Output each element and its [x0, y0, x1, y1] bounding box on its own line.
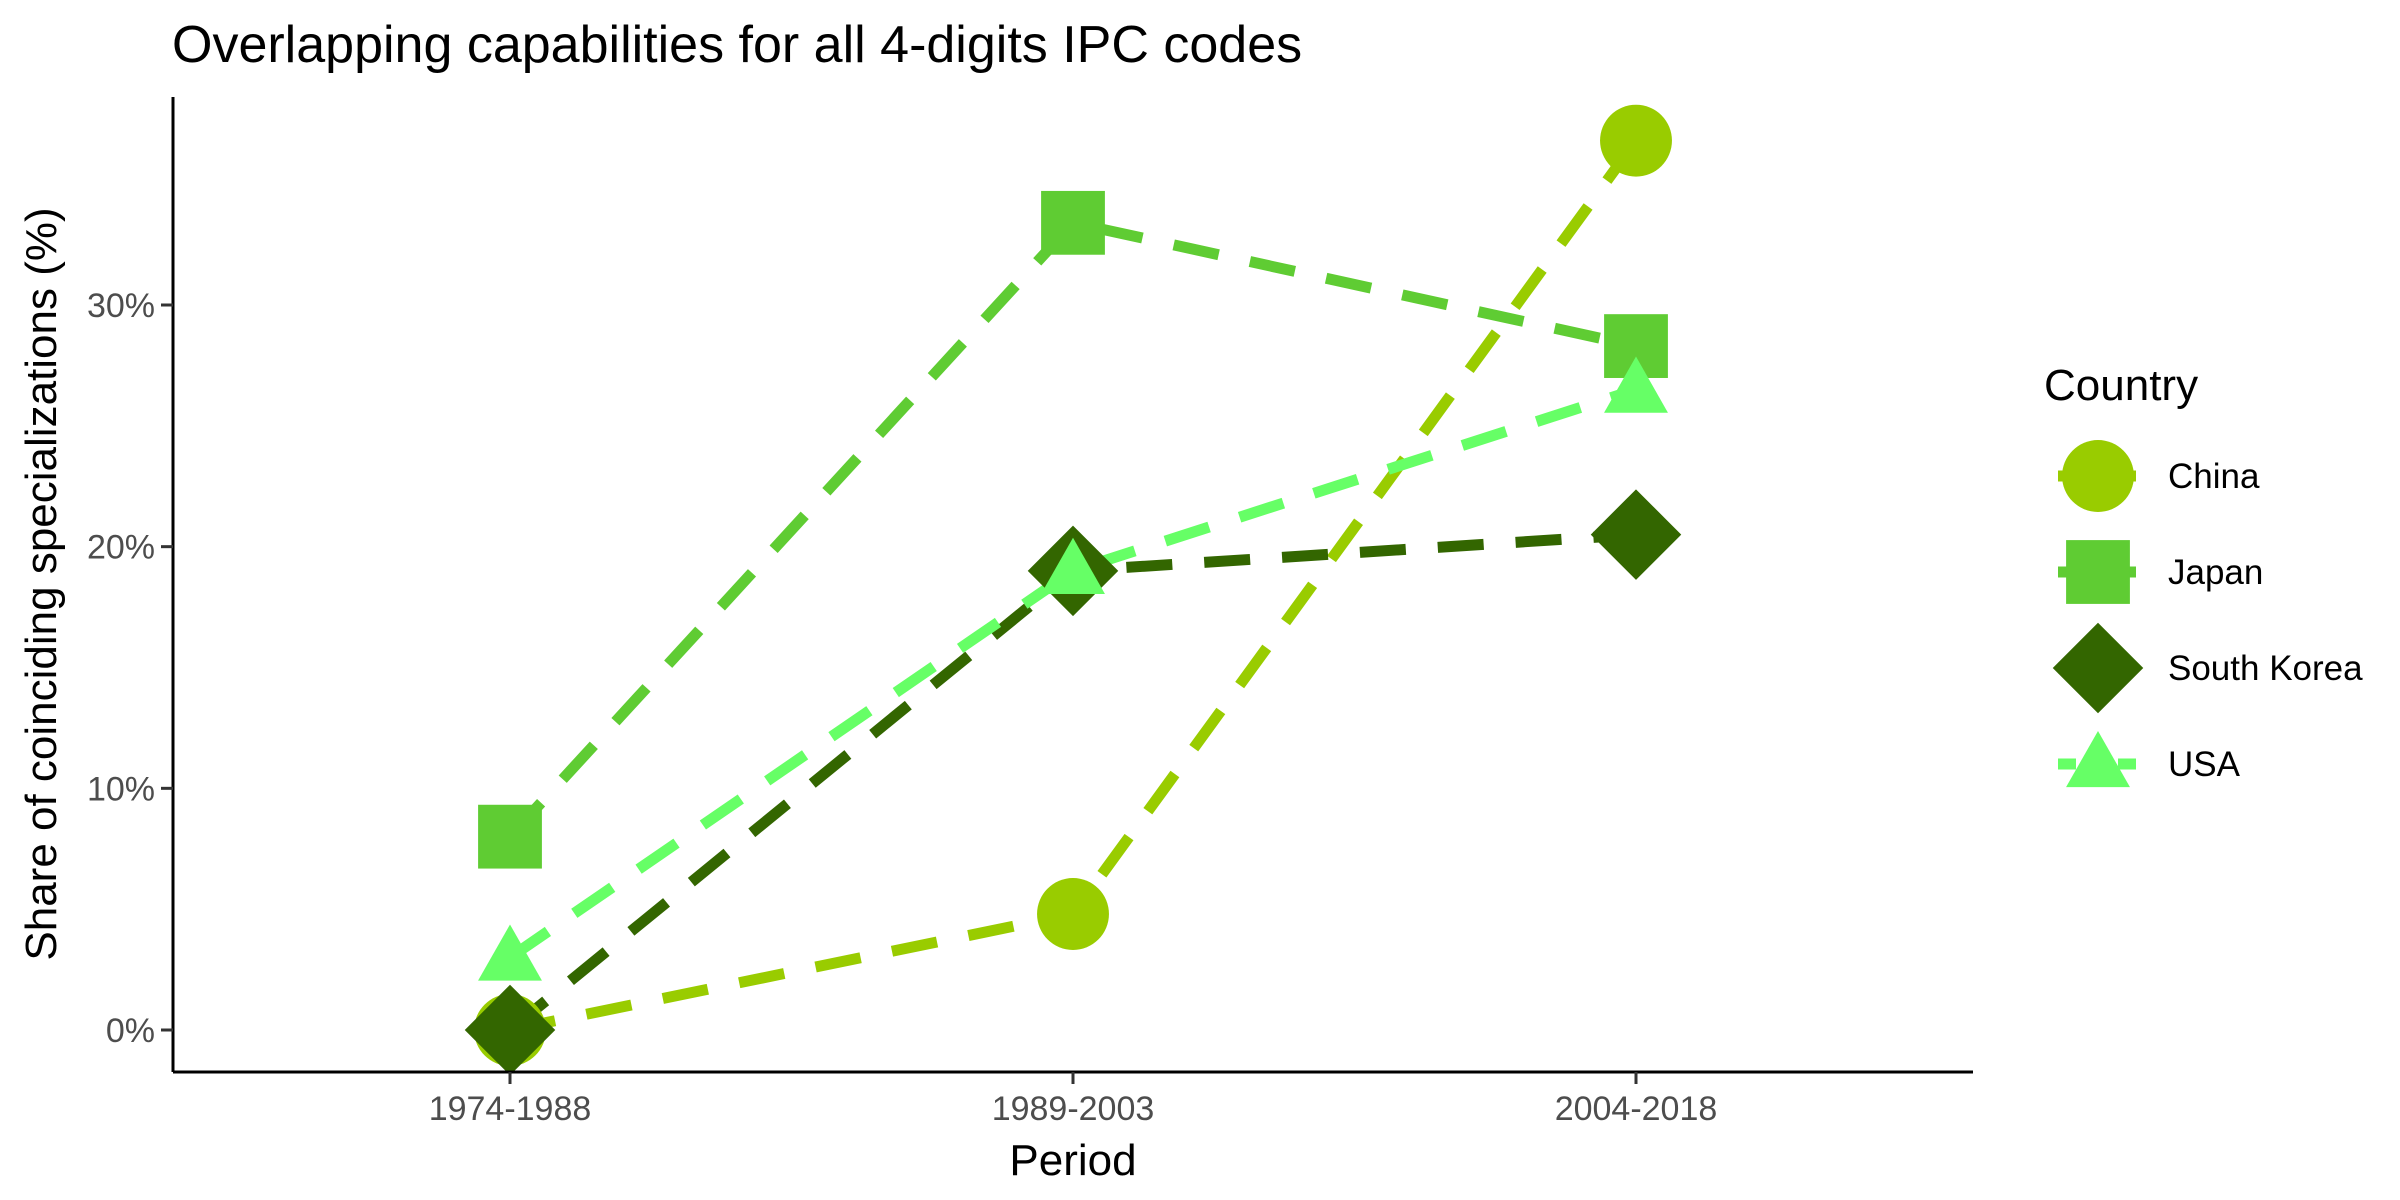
legend-item-china: China — [2058, 440, 2260, 512]
legend-key-triangle-icon — [2066, 730, 2130, 788]
legend-item-usa: USA — [2058, 730, 2241, 788]
data-point-usa — [478, 924, 542, 981]
data-point-china — [1600, 104, 1672, 177]
y-tick-label: 30% — [87, 287, 155, 325]
data-point-south-korea — [464, 984, 556, 1076]
data-point-usa — [1604, 356, 1668, 413]
legend-label: USA — [2168, 745, 2241, 784]
data-point-china — [1037, 878, 1109, 950]
legend-key-square-icon — [2066, 540, 2130, 604]
chart-title: Overlapping capabilities for all 4-digit… — [172, 16, 1302, 74]
data-point-japan — [1041, 190, 1105, 255]
legend-label: Japan — [2168, 553, 2263, 592]
y-tick-label: 10% — [87, 770, 155, 808]
data-point-south-korea — [1590, 489, 1682, 580]
x-tick-label: 2004-2018 — [1555, 1090, 1718, 1128]
y-ticks: 0% 10% 20% 30% — [87, 287, 173, 1050]
x-tick-label: 1989-2003 — [992, 1090, 1155, 1128]
legend-key-circle-icon — [2062, 440, 2134, 512]
y-axis-title: Share of coinciding specializations (%) — [17, 207, 66, 960]
series-line-japan — [505, 217, 1638, 841]
x-ticks: 1974-1988 1989-2003 2004-2018 — [429, 1072, 1718, 1128]
legend-key-diamond-icon — [2052, 622, 2144, 714]
legend-label: China — [2168, 457, 2260, 496]
series-line-usa — [506, 384, 1638, 963]
legend-item-south-korea: South Korea — [2052, 622, 2363, 714]
legend-item-japan: Japan — [2058, 540, 2263, 604]
data-point-usa — [1041, 537, 1105, 594]
y-tick-label: 0% — [106, 1012, 155, 1050]
x-axis-title: Period — [1009, 1136, 1136, 1185]
data-point-japan — [478, 804, 542, 869]
legend: China Japan South Korea USA — [2052, 440, 2363, 788]
legend-title: Country — [2044, 361, 2198, 410]
x-tick-label: 1974-1988 — [429, 1090, 592, 1128]
series-layer — [464, 104, 1682, 1076]
legend-label: South Korea — [2168, 649, 2363, 688]
y-tick-label: 20% — [87, 529, 155, 567]
